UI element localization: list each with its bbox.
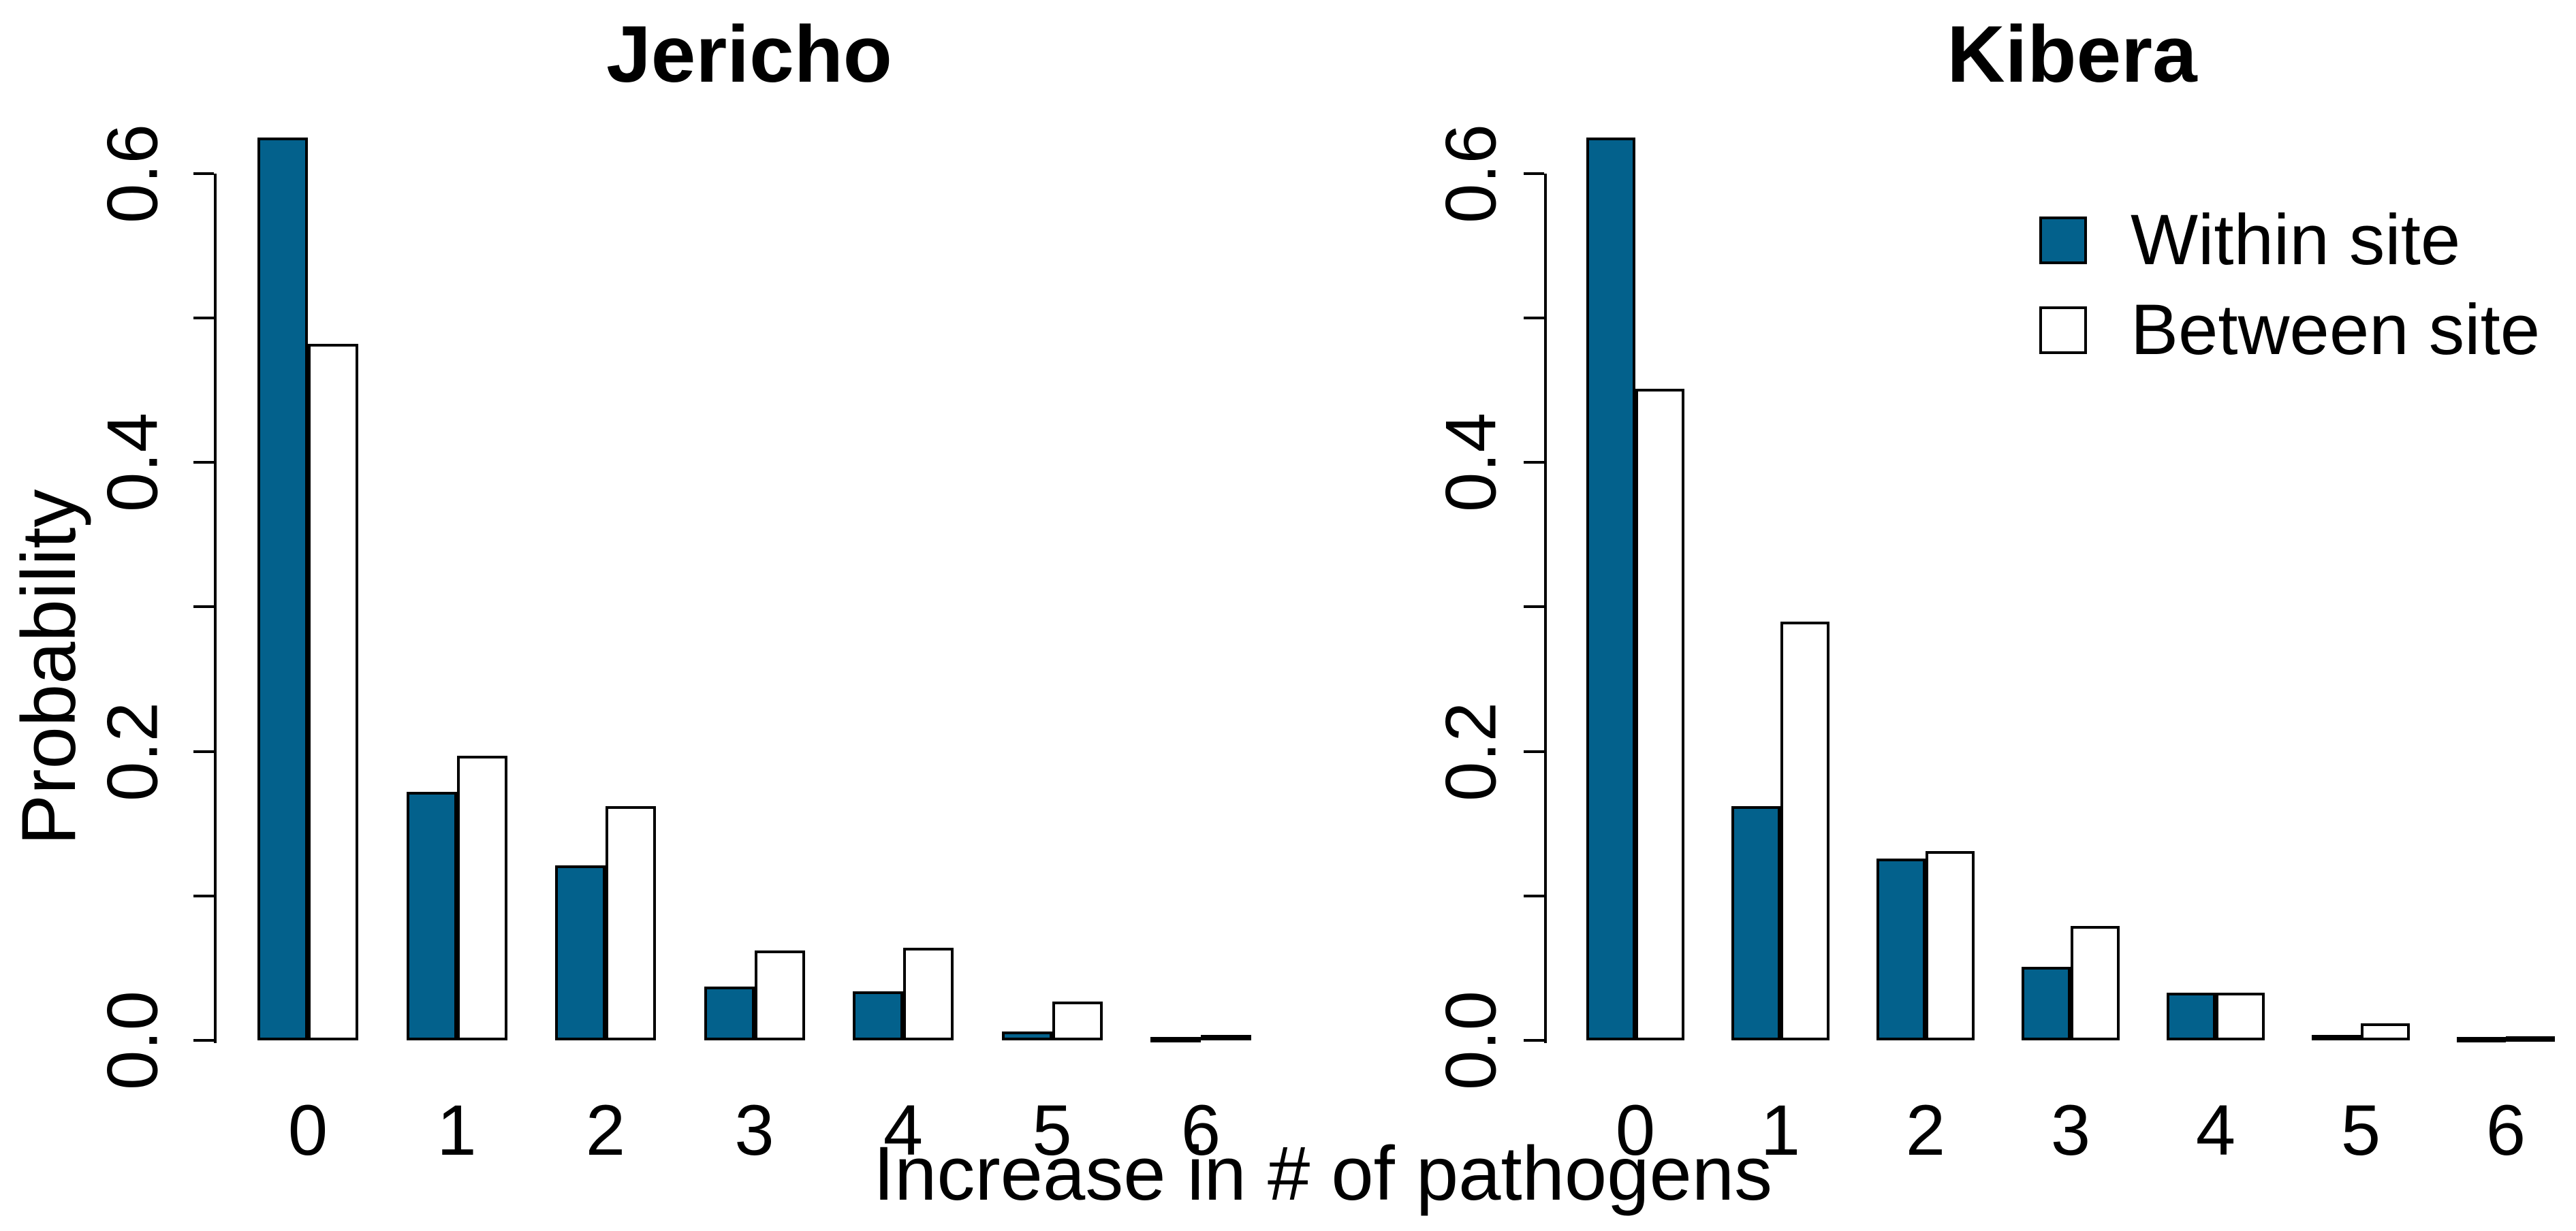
kibera-within-bar-5 [2312,1035,2361,1040]
panel-title-jericho: Jericho [606,10,892,99]
kibera-between-bar-1 [1780,622,1829,1040]
x-tick-label-jericho: 1 [437,1091,477,1170]
y-tick-kibera [1524,172,1544,175]
y-axis-line-kibera [1544,173,1547,1043]
y-tick-label-kibera: 0.2 [1431,701,1511,801]
y-tick-jericho [193,317,214,319]
panel-title-kibera: Kibera [1947,10,2197,99]
jericho-between-bar-2 [606,806,656,1040]
y-axis-label: Probability [6,489,91,846]
kibera-within-bar-4 [2167,993,2216,1040]
y-tick-jericho [193,750,214,753]
kibera-between-bar-2 [1926,851,1975,1040]
y-tick-jericho [193,894,214,897]
kibera-between-bar-3 [2071,926,2120,1040]
y-tick-jericho [193,461,214,464]
x-tick-label-kibera: 3 [2050,1091,2091,1170]
kibera-within-bar-0 [1586,138,1635,1040]
jericho-within-bar-5 [1001,1032,1052,1040]
x-tick-label-jericho: 4 [883,1091,924,1170]
y-tick-kibera [1524,750,1544,753]
y-tick-label-jericho: 0.4 [93,413,173,513]
y-tick-label-jericho: 0.0 [93,991,173,1090]
y-tick-jericho [193,605,214,609]
jericho-within-bar-4 [853,991,903,1040]
legend-label-within: Within site [2131,200,2461,280]
y-tick-kibera [1524,317,1544,319]
jericho-between-bar-5 [1052,1002,1103,1040]
legend-label-between: Between site [2131,290,2541,370]
x-tick-label-kibera: 6 [2485,1091,2526,1170]
y-tick-label-jericho: 0.6 [93,123,173,223]
jericho-within-bar-1 [406,792,457,1040]
kibera-between-bar-4 [2216,993,2265,1040]
x-tick-label-jericho: 5 [1032,1091,1072,1170]
jericho-within-bar-2 [555,865,606,1040]
y-tick-kibera [1524,894,1544,897]
y-tick-kibera [1524,1039,1544,1042]
jericho-within-bar-3 [704,987,755,1040]
y-tick-label-kibera: 0.4 [1431,413,1511,513]
y-tick-jericho [193,1039,214,1042]
kibera-within-bar-2 [1876,859,1926,1040]
x-tick-label-kibera: 5 [2340,1091,2381,1170]
legend-item-between: Between site [2039,294,2540,366]
y-tick-label-jericho: 0.2 [93,701,173,801]
kibera-within-bar-3 [2022,967,2071,1040]
legend-item-within: Within site [2039,204,2460,276]
x-tick-label-jericho: 6 [1180,1091,1221,1170]
y-tick-label-kibera: 0.0 [1431,991,1511,1090]
y-tick-jericho [193,172,214,175]
x-tick-label-kibera: 2 [1905,1091,1946,1170]
jericho-between-bar-4 [903,948,954,1040]
y-tick-kibera [1524,605,1544,609]
x-tick-label-kibera: 4 [2195,1091,2236,1170]
x-axis-label: Increase in # of pathogens [873,1131,1773,1216]
y-tick-label-kibera: 0.6 [1431,123,1511,223]
legend-swatch-within-icon [2039,216,2087,264]
y-axis-line-jericho [214,173,217,1043]
jericho-between-bar-1 [456,756,507,1040]
kibera-within-bar-6 [2457,1037,2506,1042]
jericho-within-bar-6 [1150,1037,1201,1042]
jericho-within-bar-0 [257,138,308,1040]
kibera-between-bar-5 [2361,1023,2410,1040]
jericho-between-bar-0 [308,344,358,1040]
y-tick-kibera [1524,461,1544,464]
kibera-between-bar-0 [1635,389,1684,1040]
x-tick-label-jericho: 3 [734,1091,774,1170]
x-tick-label-kibera: 0 [1615,1091,1656,1170]
kibera-between-bar-6 [2506,1036,2555,1042]
x-tick-label-jericho: 2 [585,1091,626,1170]
x-tick-label-kibera: 1 [1760,1091,1801,1170]
jericho-between-bar-3 [754,950,805,1040]
kibera-within-bar-1 [1731,806,1780,1040]
jericho-between-bar-6 [1201,1035,1251,1040]
legend-swatch-between-icon [2039,306,2087,354]
x-tick-label-jericho: 0 [287,1091,328,1170]
